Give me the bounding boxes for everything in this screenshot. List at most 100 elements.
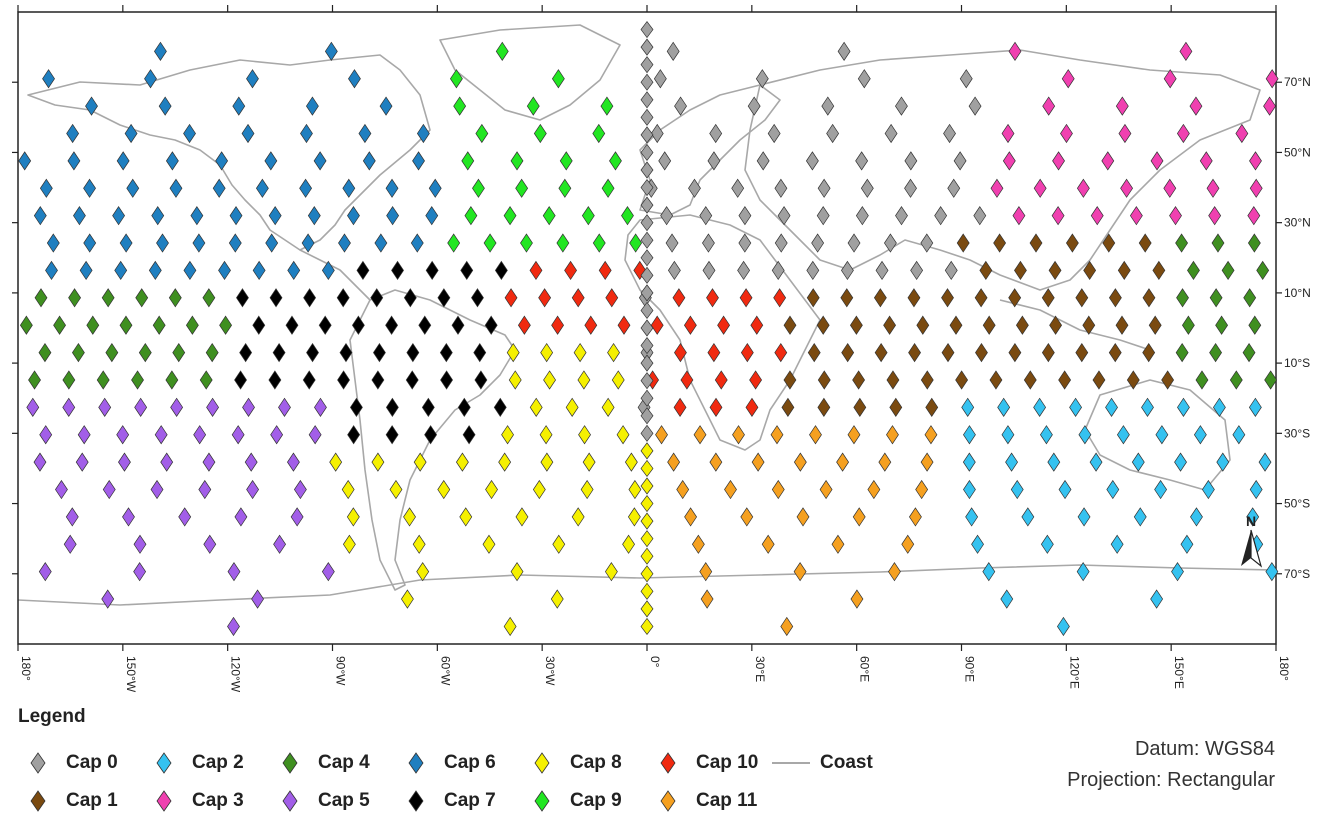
lat-tick-label: 70°S [1284,567,1310,581]
grid-point-meridian [640,319,654,337]
grid-point-cap-1 [982,315,996,335]
grid-point-meridian [640,301,654,320]
grid-point-cap-8 [437,479,451,500]
grid-point-meridian [640,214,654,232]
grid-point-cap-4 [1264,370,1278,390]
grid-point-cap-6 [148,260,162,281]
grid-point-cap-1 [873,288,887,308]
grid-point-cap-4 [1176,288,1189,308]
grid-point-cap-0 [841,260,854,281]
grid-point-cap-1 [1115,315,1129,335]
grid-point-cap-10 [617,315,631,335]
grid-point-cap-6 [192,233,206,253]
grid-point-cap-1 [955,370,969,390]
grid-point-cap-5 [55,479,68,500]
grid-point-cap-0 [953,151,967,171]
grid-point-cap-6 [183,123,196,144]
grid-point-cap-4 [1181,315,1195,335]
grid-point-cap-2 [1246,507,1260,527]
grid-point-cap-3 [1235,123,1249,144]
grid-point-cap-4 [1242,342,1256,363]
grid-point-cap-2 [1039,425,1053,445]
grid-point-cap-8 [627,507,641,527]
grid-point-cap-0 [707,151,721,171]
grid-point-cap-11 [793,562,807,582]
grid-point-cap-6 [232,96,246,116]
grid-point-cap-7 [460,260,474,281]
grid-point-cap-8 [540,452,554,472]
grid-point-meridian [640,530,654,548]
legend-item: Cap 8 [534,748,622,778]
grid-point-cap-0 [731,178,745,198]
grid-point-cap-6 [358,123,372,144]
grid-point-meridian [640,143,654,162]
grid-point-cap-10 [598,260,612,281]
grid-point-meridian [640,565,654,583]
grid-point-cap-1 [807,342,821,363]
grid-point-cap-9 [449,69,463,89]
legend-item-coast: Coast [766,748,873,778]
grid-point-cap-11 [836,452,850,472]
grid-point-cap-2 [1106,479,1120,500]
grid-point-cap-1 [920,370,934,390]
grid-point-cap-0 [738,233,752,253]
grid-point-cap-9 [551,69,565,89]
grid-point-cap-11 [809,425,822,445]
grid-point-cap-2 [1232,425,1246,445]
grid-point-cap-8 [582,452,596,472]
grid-point-cap-11 [699,562,713,582]
grid-point-cap-3 [1076,178,1090,198]
grid-point-cap-6 [39,178,53,198]
grid-point-cap-8 [389,479,403,500]
grid-point-cap-6 [116,151,130,171]
grid-point-cap-6 [67,151,81,171]
grid-point-cap-7 [252,315,266,335]
grid-point-cap-3 [1189,96,1203,116]
grid-point-cap-1 [781,397,795,417]
grid-point-cap-0 [747,96,761,116]
legend-label: Cap 9 [570,790,622,811]
grid-point-cap-7 [451,315,465,335]
grid-point-cap-6 [300,123,313,144]
grid-point-cap-1 [1108,342,1122,363]
grid-point-cap-0 [674,96,687,116]
grid-point-cap-11 [909,507,922,527]
grid-point-cap-3 [1263,96,1276,116]
grid-point-cap-5 [321,562,335,582]
grid-point-meridian [640,582,654,600]
grid-point-cap-5 [38,562,52,582]
grid-point-cap-1 [1142,288,1156,308]
legend-label: Cap 3 [192,790,244,811]
projection-text: Projection: Rectangular [1067,769,1275,791]
grid-point-cap-6 [228,233,242,253]
grid-point-cap-3 [1115,96,1129,116]
grid-point-cap-6 [379,96,393,116]
grid-point-cap-4 [119,315,133,335]
grid-point-cap-2 [962,452,976,472]
grid-point-cap-0 [702,260,716,281]
grid-point-cap-5 [308,425,322,445]
grid-point-cap-7 [339,342,353,363]
grid-point-cap-8 [506,342,520,363]
grid-point-cap-10 [773,288,787,308]
grid-point-cap-0 [943,123,956,144]
grid-point-cap-6 [385,178,399,198]
grid-point-cap-1 [883,315,897,335]
grid-point-cap-2 [1105,397,1118,417]
grid-point-cap-1 [1008,342,1022,363]
lon-tick-label: 30°W [543,656,557,686]
lon-tick-label: 150°W [124,656,138,693]
grid-point-cap-3 [1008,41,1022,61]
grid-point-cap-2 [1133,507,1147,527]
grid-point-cap-0 [774,178,788,198]
grid-point-cap-6 [374,233,388,253]
grid-point-cap-0 [660,206,674,226]
grid-point-cap-5 [134,397,148,417]
grid-point-cap-11 [888,562,901,582]
north-arrow: N [1236,512,1266,572]
lon-tick-label: 120°E [1067,656,1081,689]
grid-point-cap-2 [963,479,976,500]
grid-point-cap-11 [850,589,864,609]
grid-point-cap-10 [564,260,578,281]
grid-point-cap-1 [1048,260,1062,281]
